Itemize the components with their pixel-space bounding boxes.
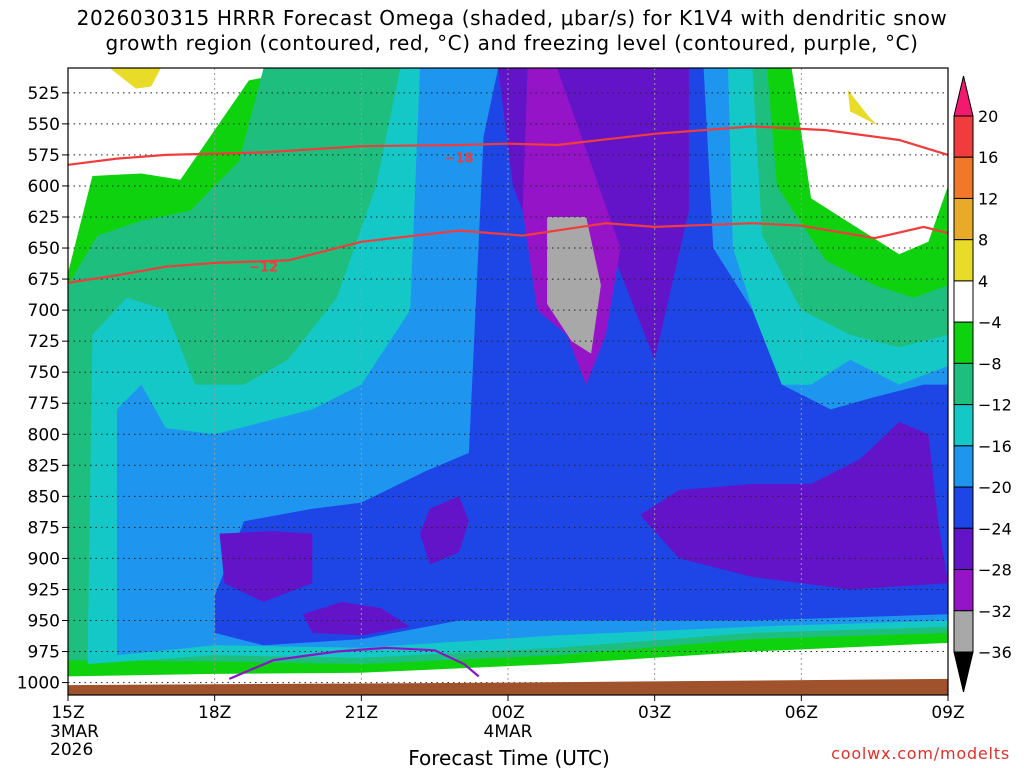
- colorbar-box-6: [953, 362, 974, 406]
- omega-near-zero-region-1: [68, 68, 225, 193]
- colorbar-label-13: −36: [978, 643, 1012, 662]
- x-tick-sublabel-00Z: 4MAR: [484, 722, 533, 742]
- y-tick-label-700: 700: [28, 301, 60, 321]
- y-tick-label-550: 550: [28, 115, 60, 135]
- colorbar-label-11: −28: [978, 561, 1012, 580]
- colorbar-box-8: [953, 445, 974, 488]
- omega-region-14: [109, 68, 161, 90]
- colorbar-label-5: −4: [978, 313, 1002, 332]
- colorbar-label-4: 4: [978, 272, 988, 291]
- omega-region-9: [640, 421, 948, 590]
- y-tick-label-875: 875: [28, 518, 60, 538]
- colorbar-box-0: [953, 115, 974, 158]
- x-tick-label-15Z: 15Z: [51, 703, 84, 723]
- colorbar-box-2: [953, 197, 974, 241]
- title-line-2: growth region (contoured, red, °C) and f…: [105, 31, 919, 55]
- y-tick-label-900: 900: [28, 549, 60, 569]
- colorbar-label-12: −32: [978, 602, 1012, 621]
- chart-title: 2026030315 HRRR Forecast Omega (shaded, …: [0, 6, 1024, 56]
- x-tick-label-09Z: 09Z: [931, 703, 964, 723]
- colorbar: 20 16 12 8 4 −4 −8 −12 −16 −20 −24 −28 −32 −36: [953, 75, 1012, 693]
- omega-near-zero-region-0: [830, 68, 948, 199]
- colorbar-box-11: [953, 569, 974, 612]
- colorbar-box-1: [953, 156, 974, 199]
- colorbar-label-3: 8: [978, 231, 988, 250]
- colorbar-label-8: −16: [978, 437, 1012, 456]
- y-tick-label-975: 975: [28, 643, 60, 663]
- colorbar-arrow-top: [953, 75, 974, 117]
- colorbar-box-3: [953, 239, 974, 282]
- y-tick-label-575: 575: [28, 146, 60, 166]
- contour-line-1: [68, 222, 948, 284]
- x-tick-sublabel2-15Z: 2026: [50, 740, 93, 760]
- x-tick-sublabel-15Z: 3MAR: [50, 722, 99, 742]
- colorbar-arrow-bottom: [953, 651, 974, 693]
- y-tick-label-725: 725: [28, 332, 60, 352]
- x-axis-label: Forecast Time (UTC): [408, 746, 610, 768]
- credit-text[interactable]: coolwx.com/modelts: [831, 744, 1010, 763]
- y-axis: 525 550 575 600 625 650 675 700 725 750 775 800 825 8…: [17, 84, 68, 694]
- omega-fill-layer: [68, 68, 948, 683]
- y-tick-label-775: 775: [28, 394, 60, 414]
- colorbar-label-6: −8: [978, 354, 1002, 373]
- y-tick-label-625: 625: [28, 208, 60, 228]
- colorbar-box-7: [953, 404, 974, 447]
- title-line-1: 2026030315 HRRR Forecast Omega (shaded, …: [76, 6, 948, 30]
- colorbar-label-7: −12: [978, 396, 1012, 415]
- ground-surface: [68, 678, 948, 695]
- colorbar-label-0: 20: [978, 107, 998, 126]
- contour-label-0: −18: [445, 151, 474, 166]
- contour-line-2: [228, 646, 480, 680]
- colorbar-box-5: [953, 321, 974, 364]
- colorbar-label-9: −20: [978, 478, 1012, 497]
- x-tick-label-18Z: 18Z: [198, 703, 231, 723]
- contour-line-0: [68, 125, 948, 166]
- colorbar-box-10: [953, 527, 974, 571]
- y-tick-label-925: 925: [28, 580, 60, 600]
- x-tick-label-00Z: 00Z: [491, 703, 524, 723]
- contour-label-1: −12: [249, 261, 278, 276]
- omega-region-8: [420, 496, 469, 565]
- x-tick-label-21Z: 21Z: [345, 703, 378, 723]
- y-tick-label-600: 600: [28, 177, 60, 197]
- x-tick-label-03Z: 03Z: [638, 703, 671, 723]
- y-tick-label-850: 850: [28, 487, 60, 507]
- ground-layer: [68, 678, 948, 695]
- omega-region-7: [302, 601, 411, 636]
- colorbar-box-12: [953, 610, 974, 653]
- grid-layer: [68, 68, 948, 695]
- y-tick-label-650: 650: [28, 239, 60, 259]
- omega-region-11: [547, 217, 601, 354]
- y-tick-label-825: 825: [28, 456, 60, 476]
- omega-region-6: [219, 531, 313, 602]
- colorbar-label-10: −24: [978, 519, 1012, 538]
- y-tick-label-1000: 1000: [17, 674, 60, 694]
- contour-layer: −18 −12: [68, 125, 948, 680]
- colorbar-box-4: [953, 280, 974, 323]
- y-tick-label-800: 800: [28, 425, 60, 445]
- y-tick-label-675: 675: [28, 270, 60, 290]
- y-tick-label-525: 525: [28, 84, 60, 104]
- colorbar-box-9: [953, 486, 974, 529]
- x-tick-label-06Z: 06Z: [785, 703, 818, 723]
- y-tick-label-750: 750: [28, 363, 60, 383]
- colorbar-label-2: 12: [978, 189, 998, 208]
- y-tick-label-950: 950: [28, 612, 60, 632]
- colorbar-label-1: 16: [978, 148, 998, 167]
